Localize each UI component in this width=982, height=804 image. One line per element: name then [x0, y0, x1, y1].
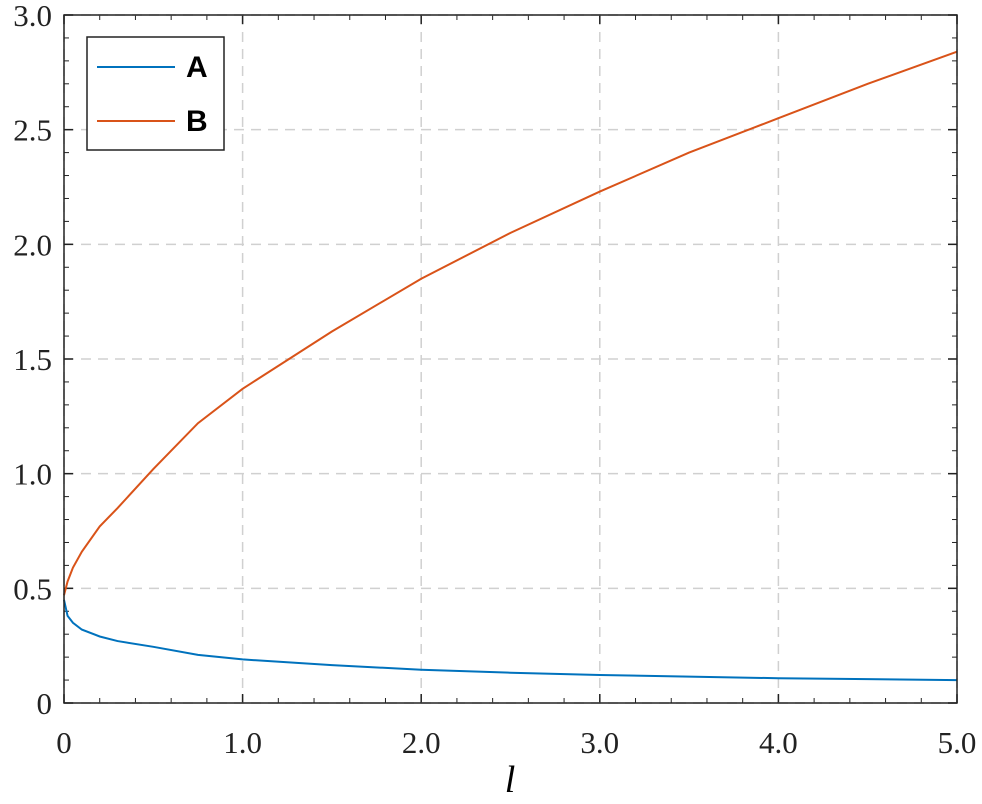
y-tick-label: 1.5 — [13, 342, 52, 377]
x-axis-label: l — [505, 759, 516, 801]
x-tick-label: 0 — [56, 725, 72, 760]
legend-label: A — [186, 51, 208, 84]
y-tick-label: 3.0 — [13, 0, 52, 33]
series-line — [63, 50, 958, 596]
x-tick-label: 2.0 — [402, 725, 441, 760]
x-tick-label: 1.0 — [223, 725, 262, 760]
x-tick-label: 3.0 — [580, 725, 619, 760]
plot-frame — [63, 14, 958, 704]
y-tick-label: 1.0 — [13, 457, 52, 492]
y-tick-label: 0.5 — [13, 571, 52, 606]
y-tick-label: 0 — [37, 686, 53, 721]
x-tick-label: 4.0 — [759, 725, 798, 760]
legend-label: B — [186, 105, 208, 138]
y-tick-label: 2.0 — [13, 227, 52, 262]
series-line — [63, 599, 958, 682]
x-tick-label: 5.0 — [938, 725, 977, 760]
y-tick-label: 2.5 — [13, 113, 52, 148]
legend-box — [86, 36, 225, 151]
